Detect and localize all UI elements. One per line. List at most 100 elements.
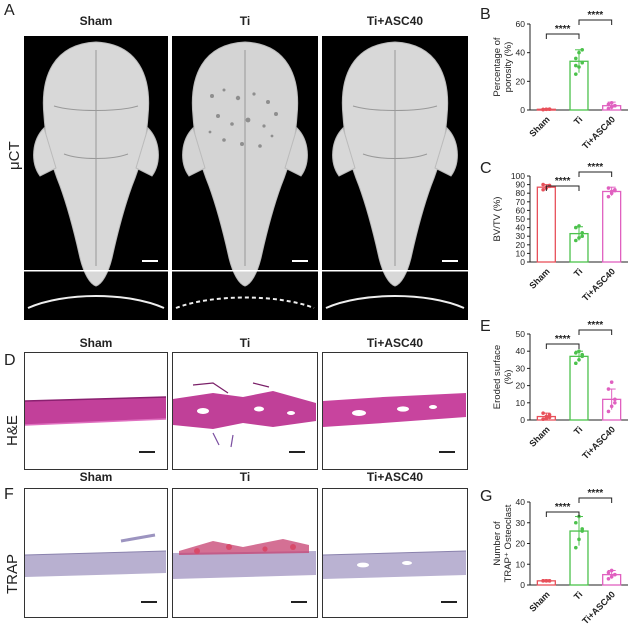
trap-panel-ti	[172, 488, 318, 618]
data-point	[609, 574, 614, 579]
chart-porosity: Percentage of porosity (%) 0 20 40 60 Sham TiTi…	[492, 10, 628, 151]
y-axis-label: (%)	[503, 370, 514, 385]
data-point	[609, 568, 614, 573]
data-point	[541, 182, 545, 187]
data-point	[541, 579, 545, 583]
data-point	[609, 380, 614, 384]
data-point	[606, 194, 611, 199]
y-axis-label: BV/TV (%)	[492, 197, 503, 242]
significance-stars: ****	[555, 502, 571, 513]
row-label-uct: μCT	[6, 141, 23, 170]
uct-label-sham: Sham	[79, 14, 113, 28]
y-tick-label: 20	[516, 381, 526, 391]
y-tick-label: 0	[520, 415, 525, 425]
panel-letter-e: E	[480, 318, 491, 335]
significance-bracket	[578, 171, 613, 177]
scale-bar	[142, 260, 158, 262]
data-point	[613, 103, 617, 108]
y-axis-label: Eroded surface	[492, 345, 503, 409]
y-tick-label: 50	[516, 329, 526, 339]
data-point	[574, 63, 578, 68]
data-point	[577, 236, 581, 240]
data-point	[574, 72, 578, 76]
data-point	[606, 102, 611, 107]
y-tick-label: 0	[520, 580, 525, 590]
data-point	[574, 351, 578, 355]
uct-label-ti: Ti	[239, 14, 251, 28]
data-point	[574, 238, 578, 243]
y-tick-label: 80	[516, 188, 526, 198]
panel-letter-a: A	[4, 2, 15, 19]
trap-label-ti: Ti	[239, 470, 251, 484]
uct-label-ti-asc40: Ti+ASC40	[366, 14, 424, 28]
data-point	[580, 234, 584, 238]
x-category-label: Ti	[572, 589, 585, 602]
data-point	[580, 527, 584, 531]
data-point	[574, 225, 578, 230]
chart-trap-osteoclast: Number of TRAP⁺ Osteoclast 0 10 20 30 40 Sham Ti…	[492, 488, 628, 626]
panel-letter-c: C	[480, 160, 492, 177]
data-point	[541, 417, 545, 421]
y-tick-label: 60	[516, 205, 526, 215]
he-panel-ti-asc40	[322, 352, 468, 470]
significance-bracket	[545, 343, 580, 349]
skull-ti-image	[172, 41, 318, 309]
data-point	[544, 107, 549, 112]
data-point	[606, 106, 611, 111]
y-tick-label: 0	[520, 105, 525, 115]
y-tick-label: 40	[516, 497, 526, 507]
data-point	[541, 107, 545, 112]
data-point	[577, 349, 581, 353]
data-point	[580, 352, 584, 357]
skull-sham-image	[24, 41, 168, 309]
data-point	[613, 188, 617, 193]
significance-bracket	[545, 185, 580, 191]
y-tick-label: 40	[516, 223, 526, 233]
x-category-label: Ti+ASC40	[580, 424, 617, 461]
data-point	[574, 545, 578, 550]
data-point	[544, 414, 549, 419]
data-point	[609, 404, 614, 409]
panel-letter-g: G	[480, 488, 493, 505]
he-label-sham: Sham	[79, 336, 113, 350]
trap-label-ti-asc40: Ti+ASC40	[366, 470, 424, 484]
data-point	[544, 579, 549, 583]
data-point	[577, 50, 581, 55]
panel-letter-f: F	[4, 486, 14, 503]
data-point	[541, 411, 545, 415]
data-point	[580, 230, 584, 235]
significance-stars: ****	[588, 162, 604, 173]
y-axis-label: TRAP⁺ Osteoclast	[503, 504, 514, 582]
panel-letter-b: B	[480, 6, 491, 23]
y-tick-label: 40	[516, 48, 526, 58]
data-point	[574, 361, 578, 366]
data-point	[609, 105, 614, 109]
data-point	[580, 60, 584, 65]
x-category-label: Ti	[572, 424, 585, 437]
data-point	[577, 224, 581, 228]
data-point	[547, 107, 552, 111]
y-tick-label: 70	[516, 197, 526, 207]
significance-stars: ****	[555, 24, 571, 35]
data-point	[577, 537, 581, 542]
y-tick-label: 20	[516, 240, 526, 250]
data-point	[606, 186, 611, 190]
x-category-label: Ti+ASC40	[580, 114, 617, 151]
data-point	[547, 415, 552, 420]
data-point	[574, 56, 578, 61]
data-point	[547, 579, 552, 583]
y-tick-label: 20	[516, 76, 526, 86]
trap-panel-ti-asc40	[322, 488, 468, 618]
he-label-ti-asc40: Ti+ASC40	[366, 336, 424, 350]
significance-stars: ****	[588, 488, 604, 499]
y-tick-label: 30	[516, 231, 526, 241]
data-point	[606, 387, 611, 391]
significance-bracket	[545, 511, 580, 517]
he-label-ti: Ti	[239, 336, 251, 350]
y-tick-label: 60	[516, 19, 526, 29]
he-panel-ti	[172, 352, 318, 470]
y-axis-label: Percentage of	[492, 37, 503, 97]
y-tick-label: 90	[516, 180, 526, 190]
data-point	[547, 183, 552, 188]
